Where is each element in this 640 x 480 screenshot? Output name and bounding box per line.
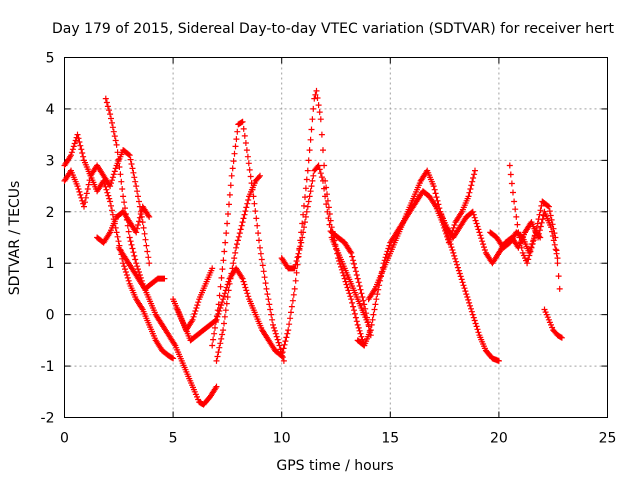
x-axis-label: GPS time / hours: [276, 458, 393, 474]
axis-ticks: 0 5 10 15 20 25 -2 -1 0 1 2 3 4 5: [41, 51, 617, 447]
series-track-g: [174, 265, 285, 359]
data-point-markers: [278, 87, 368, 359]
grid: [64, 57, 608, 418]
data-point-markers: [94, 203, 153, 246]
series-track-q: [506, 162, 544, 267]
plot-frame: [64, 57, 608, 418]
y-tick-label: 1: [46, 256, 55, 272]
x-tick-label: 25: [599, 431, 617, 447]
x-tick-label: 0: [60, 431, 69, 447]
x-tick-label: 15: [381, 431, 399, 447]
data-point-markers: [115, 244, 168, 292]
y-tick-label: 5: [46, 51, 55, 67]
y-tick-label: 4: [46, 102, 55, 118]
chart-title: Day 179 of 2015, Sidereal Day-to-day VTE…: [52, 21, 614, 37]
y-tick-label: 0: [46, 308, 55, 324]
series-track-e: [115, 244, 168, 292]
y-tick-label: 2: [46, 205, 55, 221]
y-tick-label: -1: [41, 359, 55, 375]
data-point-markers: [213, 172, 263, 364]
x-tick-label: 5: [169, 431, 178, 447]
y-axis-label: SDTVAR / TECUs: [7, 181, 23, 296]
series-track-a: [61, 131, 177, 362]
x-tick-label: 20: [490, 431, 508, 447]
series-track-p: [487, 198, 563, 292]
data-point-markers: [174, 265, 285, 359]
y-tick-label: 3: [46, 153, 55, 169]
data-markers: [61, 87, 565, 408]
y-tick-label: -2: [41, 411, 55, 427]
data-point-markers: [487, 198, 563, 292]
series-track-l: [328, 229, 374, 339]
x-tick-label: 10: [273, 431, 291, 447]
data-point-markers: [328, 229, 374, 339]
series-track-n: [354, 167, 478, 349]
series-track-d: [94, 203, 153, 246]
series-track-r: [541, 306, 565, 341]
series-track-i: [213, 172, 263, 364]
data-point-markers: [506, 162, 544, 267]
data-point-markers: [61, 131, 177, 362]
series-track-k: [278, 87, 368, 359]
data-point-markers: [541, 306, 565, 341]
data-point-markers: [354, 167, 478, 349]
